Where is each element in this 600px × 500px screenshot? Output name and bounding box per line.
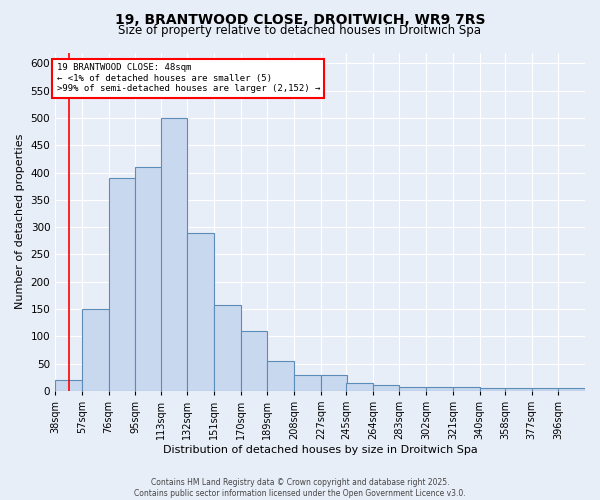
Bar <box>453 387 479 391</box>
Bar <box>109 178 135 391</box>
Text: Size of property relative to detached houses in Droitwich Spa: Size of property relative to detached ho… <box>119 24 482 37</box>
Text: 19, BRANTWOOD CLOSE, DROITWICH, WR9 7RS: 19, BRANTWOOD CLOSE, DROITWICH, WR9 7RS <box>115 12 485 26</box>
Bar <box>373 386 400 391</box>
Bar <box>505 388 532 391</box>
Bar <box>321 374 347 391</box>
Bar <box>241 331 268 391</box>
Bar <box>161 118 187 391</box>
Text: 19 BRANTWOOD CLOSE: 48sqm
← <1% of detached houses are smaller (5)
>99% of semi-: 19 BRANTWOOD CLOSE: 48sqm ← <1% of detac… <box>56 64 320 93</box>
Bar <box>479 388 506 391</box>
Bar <box>135 167 162 391</box>
Bar <box>82 309 109 391</box>
Bar <box>268 361 294 391</box>
Bar <box>187 232 214 391</box>
Bar <box>400 387 426 391</box>
Bar <box>294 374 321 391</box>
Text: Contains HM Land Registry data © Crown copyright and database right 2025.
Contai: Contains HM Land Registry data © Crown c… <box>134 478 466 498</box>
Y-axis label: Number of detached properties: Number of detached properties <box>15 134 25 310</box>
Bar <box>214 305 241 391</box>
Bar <box>55 380 82 391</box>
Bar <box>558 388 585 391</box>
Bar <box>426 387 453 391</box>
Bar <box>532 388 558 391</box>
X-axis label: Distribution of detached houses by size in Droitwich Spa: Distribution of detached houses by size … <box>163 445 478 455</box>
Bar <box>346 382 373 391</box>
